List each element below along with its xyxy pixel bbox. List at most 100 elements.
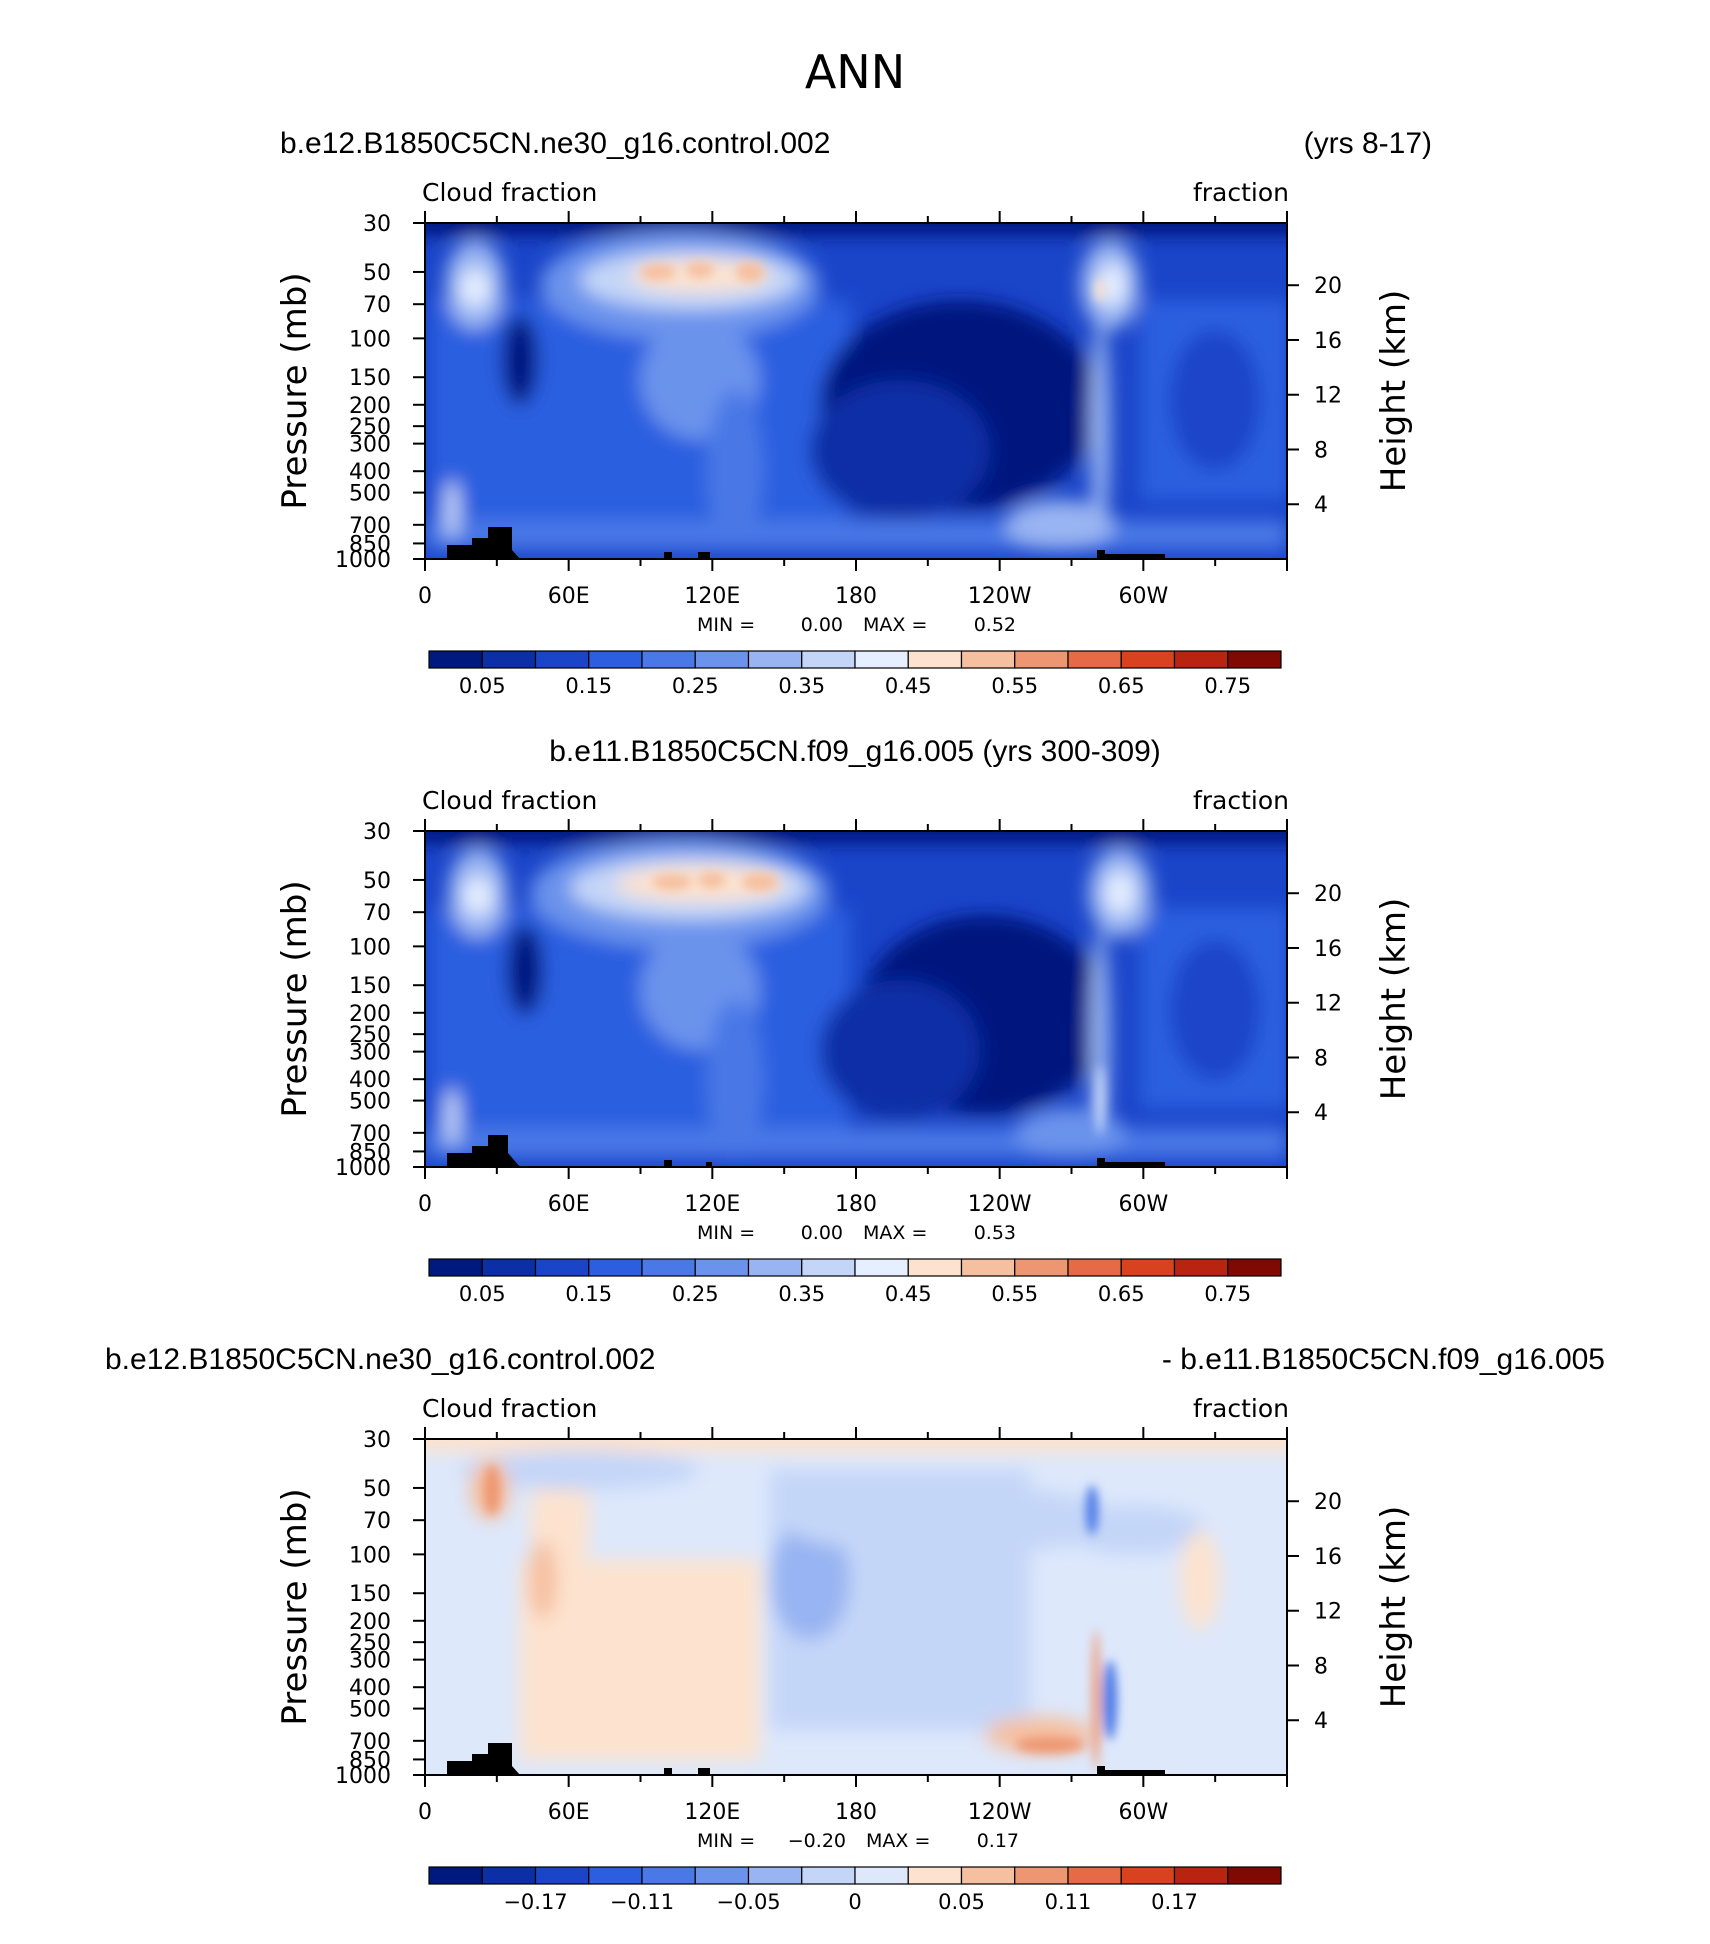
x-tick-label: 60W bbox=[1118, 1192, 1168, 1217]
colorbar-label: −0.11 bbox=[610, 1890, 674, 1914]
y-right-tick-label: 4 bbox=[1314, 1101, 1328, 1126]
colorbar-swatch bbox=[960, 1866, 1016, 1885]
colorbar-swatch bbox=[694, 650, 750, 669]
colorbar-swatch bbox=[428, 650, 483, 669]
y-tick-label: 1000 bbox=[335, 548, 391, 573]
panel-3-field bbox=[425, 1439, 1287, 1775]
panel-2-colorbar: 0.05 0.15 0.25 0.35 0.45 0.55 0.65 0.75 bbox=[428, 1258, 1282, 1306]
x-tick-label: 180 bbox=[835, 584, 877, 609]
y-right-tick-label: 12 bbox=[1314, 992, 1342, 1017]
panel-1-header-left: b.e12.B1850C5CN.ne30_g16.control.002 bbox=[280, 127, 830, 160]
colorbar-swatch bbox=[1014, 1866, 1069, 1885]
panel-3-units: fraction bbox=[1193, 1394, 1289, 1423]
colorbar-label: 0.11 bbox=[1045, 1890, 1092, 1914]
x-tick-label: 120W bbox=[968, 1192, 1032, 1217]
panel-1-min-label: MIN = bbox=[697, 614, 755, 636]
y-right-tick-label: 20 bbox=[1314, 882, 1342, 907]
colorbar-label: 0.05 bbox=[938, 1890, 985, 1914]
panel-1-header-right: (yrs 8-17) bbox=[1304, 127, 1432, 160]
colorbar-swatch bbox=[641, 1258, 696, 1277]
colorbar-label: −0.05 bbox=[716, 1890, 780, 1914]
colorbar-swatch bbox=[641, 1866, 696, 1885]
y-tick-label: 250 bbox=[349, 415, 391, 440]
y-right-tick-label: 20 bbox=[1314, 274, 1342, 299]
y-tick-label: 1000 bbox=[335, 1764, 391, 1789]
y-tick-label: 400 bbox=[349, 1676, 391, 1701]
colorbar-swatch bbox=[481, 650, 537, 669]
colorbar-label: −0.17 bbox=[503, 1890, 567, 1914]
x-tick-label: 60E bbox=[548, 584, 590, 609]
colorbar-swatch bbox=[747, 1258, 803, 1277]
colorbar-swatch bbox=[1227, 1258, 1282, 1277]
colorbar-swatch bbox=[588, 1866, 643, 1885]
colorbar-label: 0.65 bbox=[1098, 1282, 1145, 1306]
x-tick-label: 180 bbox=[835, 1800, 877, 1825]
colorbar-label: 0.75 bbox=[1204, 1282, 1251, 1306]
colorbar-swatch bbox=[428, 1258, 483, 1277]
panel-2-header-center: b.e11.B1850C5CN.f09_g16.005 (yrs 300-309… bbox=[549, 735, 1161, 768]
y-right-tick-label: 12 bbox=[1314, 1600, 1342, 1625]
x-tick-label: 60W bbox=[1118, 584, 1168, 609]
colorbar-swatch bbox=[1173, 650, 1229, 669]
y-right-tick-label: 20 bbox=[1314, 1490, 1342, 1515]
panel-2: b.e11.B1850C5CN.f09_g16.005 (yrs 300-309… bbox=[275, 735, 1414, 1306]
y-right-tick-label: 16 bbox=[1314, 329, 1342, 354]
y-tick-label: 100 bbox=[349, 935, 391, 960]
x-tick-label: 120E bbox=[684, 1800, 740, 1825]
colorbar-label: 0 bbox=[848, 1890, 861, 1914]
y-tick-label: 700 bbox=[349, 1122, 391, 1147]
x-tick-label: 0 bbox=[418, 1800, 432, 1825]
colorbar-swatch bbox=[1067, 1258, 1122, 1277]
y-tick-label: 30 bbox=[363, 212, 391, 237]
y-right-tick-label: 8 bbox=[1314, 1046, 1328, 1071]
panel-1-min-value: 0.00 bbox=[801, 614, 843, 636]
x-tick-label: 120E bbox=[684, 584, 740, 609]
y-tick-label: 50 bbox=[363, 869, 391, 894]
x-tick-label: 0 bbox=[418, 1192, 432, 1217]
y-tick-label: 300 bbox=[349, 1041, 391, 1066]
colorbar-label: 0.25 bbox=[672, 674, 719, 698]
y-tick-label: 700 bbox=[349, 1730, 391, 1755]
panel-1-ylabel: Pressure (mb) bbox=[275, 272, 315, 509]
colorbar-swatch bbox=[694, 1866, 750, 1885]
panel-1-max-label: MAX = bbox=[863, 614, 927, 636]
colorbar-swatch bbox=[1173, 1866, 1229, 1885]
colorbar-swatch bbox=[1120, 650, 1176, 669]
y-tick-label: 150 bbox=[349, 974, 391, 999]
x-tick-label: 120W bbox=[968, 584, 1032, 609]
panel-2-max-value: 0.53 bbox=[974, 1222, 1016, 1244]
colorbar-swatch bbox=[854, 650, 909, 669]
colorbar-swatch bbox=[1120, 1866, 1176, 1885]
y-tick-label: 150 bbox=[349, 1582, 391, 1607]
colorbar-swatch bbox=[1014, 1258, 1069, 1277]
colorbar-label: 0.35 bbox=[778, 674, 825, 698]
colorbar-label: 0.75 bbox=[1204, 674, 1251, 698]
x-tick-label: 120E bbox=[684, 1192, 740, 1217]
colorbar-swatch bbox=[428, 1866, 483, 1885]
panel-2-ylabel-right: Height (km) bbox=[1374, 898, 1414, 1101]
y-tick-label: 70 bbox=[363, 1509, 391, 1534]
y-tick-label: 500 bbox=[349, 1698, 391, 1723]
colorbar-swatch bbox=[1227, 650, 1282, 669]
panel-2-plot-title: Cloud fraction bbox=[422, 786, 597, 815]
y-right-tick-label: 8 bbox=[1314, 1654, 1328, 1679]
panel-1-ylabel-right: Height (km) bbox=[1374, 290, 1414, 493]
panel-3-header-right: - b.e11.B1850C5CN.f09_g16.005 bbox=[1162, 1343, 1605, 1376]
colorbar-swatch bbox=[907, 650, 963, 669]
y-tick-label: 250 bbox=[349, 1631, 391, 1656]
panel-3-header-left: b.e12.B1850C5CN.ne30_g16.control.002 bbox=[105, 1343, 655, 1376]
colorbar-label: 0.05 bbox=[459, 1282, 506, 1306]
colorbar-swatch bbox=[960, 650, 1016, 669]
y-tick-label: 850 bbox=[349, 1748, 391, 1773]
panel-3-max-value: 0.17 bbox=[977, 1830, 1019, 1852]
panel-1-units: fraction bbox=[1193, 178, 1289, 207]
y-right-tick-label: 16 bbox=[1314, 937, 1342, 962]
panel-3-max-label: MAX = bbox=[866, 1830, 930, 1852]
y-right-tick-label: 12 bbox=[1314, 384, 1342, 409]
colorbar-swatch bbox=[1067, 1866, 1122, 1885]
panel-3-axes: 0 60E 120E 180 120W 60W3050701001502002503004… bbox=[335, 1427, 1342, 1825]
colorbar-swatch bbox=[694, 1258, 750, 1277]
y-tick-label: 200 bbox=[349, 1002, 391, 1027]
colorbar-swatch bbox=[801, 1866, 856, 1885]
panel-1-plot-title: Cloud fraction bbox=[422, 178, 597, 207]
